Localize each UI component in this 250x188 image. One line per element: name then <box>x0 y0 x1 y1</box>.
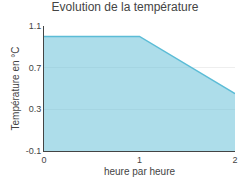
svg-text:0.7: 0.7 <box>29 63 42 73</box>
svg-text:Température en °C: Température en °C <box>10 46 21 130</box>
svg-text:2: 2 <box>232 155 237 165</box>
svg-text:Evolution de la température: Evolution de la température <box>52 0 199 14</box>
svg-text:0: 0 <box>41 155 46 165</box>
svg-text:1.1: 1.1 <box>29 21 42 31</box>
svg-text:-0.1: -0.1 <box>26 146 42 156</box>
svg-text:heure par heure: heure par heure <box>104 166 176 177</box>
svg-text:0.3: 0.3 <box>29 104 42 114</box>
svg-text:1: 1 <box>137 155 142 165</box>
